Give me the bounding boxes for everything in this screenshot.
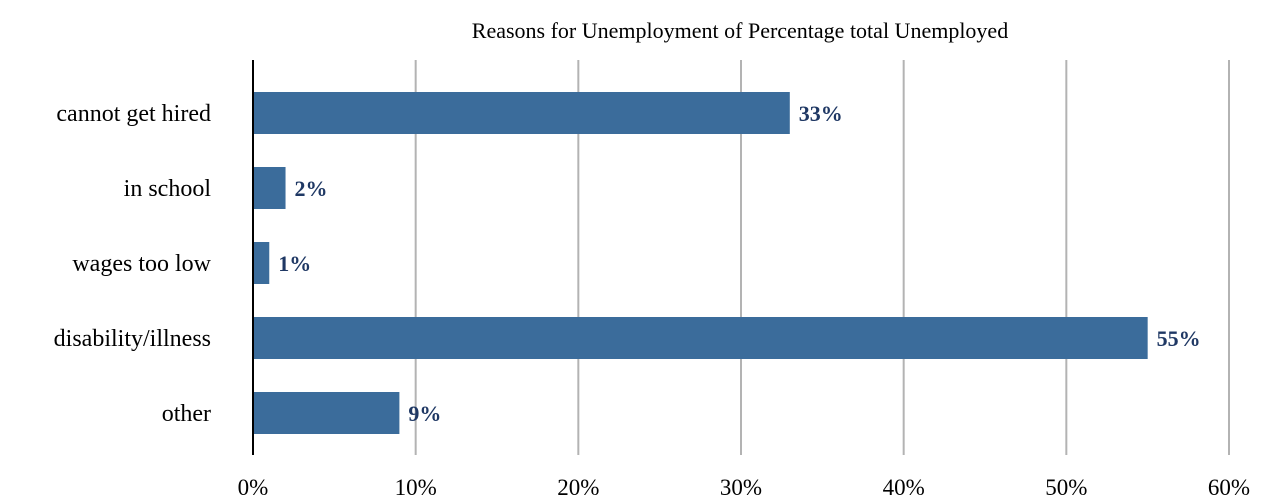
bar <box>253 392 400 434</box>
x-tick-labels: 0% 10% 20% 30% 40% 50% 60% <box>238 475 1250 500</box>
category-label: other <box>162 401 211 427</box>
category-labels: cannot get hired in school wages too low di… <box>54 101 212 427</box>
x-tick-label: 0% <box>238 475 269 500</box>
category-label: cannot get hired <box>56 101 211 127</box>
data-label: 55% <box>1157 326 1201 351</box>
category-label: wages too low <box>72 251 211 277</box>
bar <box>253 167 286 209</box>
x-tick-label: 20% <box>557 475 599 500</box>
data-labels: 33% 2% 1% 55% 9% <box>278 101 1200 426</box>
bar-layer <box>253 92 1148 434</box>
data-label: 33% <box>799 101 843 126</box>
bar <box>253 242 270 284</box>
category-label: disability/illness <box>54 326 211 352</box>
data-label: 1% <box>278 251 311 276</box>
x-tick-label: 30% <box>720 475 762 500</box>
data-label: 9% <box>408 401 441 426</box>
chart-title: Reasons for Unemployment of Percentage t… <box>472 18 1008 43</box>
x-tick-label: 50% <box>1045 475 1087 500</box>
x-tick-label: 10% <box>395 475 437 500</box>
x-tick-label: 40% <box>883 475 925 500</box>
category-label: in school <box>124 176 212 202</box>
data-label: 2% <box>295 176 328 201</box>
x-tick-label: 60% <box>1208 475 1250 500</box>
bar <box>253 317 1148 359</box>
bar <box>253 92 790 134</box>
